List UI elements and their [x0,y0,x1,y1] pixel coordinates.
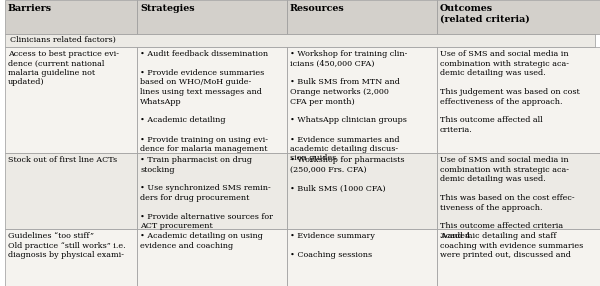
Text: Access to best practice evi-
dence (current national
malaria guideline not
updat: Access to best practice evi- dence (curr… [8,50,119,86]
Bar [437,0,600,34]
Bar [287,229,437,286]
Bar [287,0,437,34]
Text: Guidelines “too stiff”
Old practice “still works” i.e.
diagnosis by physical exa: Guidelines “too stiff” Old practice “sti… [8,232,125,259]
Bar [437,47,600,153]
Bar [287,47,437,153]
Text: • Workshop for training clin-
icians (450,000 CFA)

• Bulk SMS from MTN and
Oran: • Workshop for training clin- icians (45… [290,50,407,162]
Bar [287,153,437,229]
Bar [5,0,137,34]
Bar [437,153,600,229]
Text: • Evidence summary

• Coaching sessions: • Evidence summary • Coaching sessions [290,232,375,259]
Bar [137,229,287,286]
Bar [5,153,137,229]
Bar [5,229,137,286]
Bar [437,229,600,286]
Bar [5,47,137,153]
Text: Strategies: Strategies [140,4,194,13]
Text: Academic detailing and staff
coaching with evidence summaries
were printed out, : Academic detailing and staff coaching wi… [440,232,583,259]
Bar [137,153,287,229]
Text: • Workshop for pharmacists
(250,000 Frs. CFA)

• Bulk SMS (1000 CFA): • Workshop for pharmacists (250,000 Frs.… [290,156,404,192]
Text: Use of SMS and social media in
combination with strategic aca-
demic detailing w: Use of SMS and social media in combinati… [440,50,580,134]
Text: Outcomes
(related criteria): Outcomes (related criteria) [440,4,530,24]
Text: • Train pharmacist on drug
stocking

• Use synchronized SMS remin-
ders for drug: • Train pharmacist on drug stocking • Us… [140,156,273,231]
Text: Resources: Resources [290,4,345,13]
Text: • Audit feedback dissemination

• Provide evidence summaries
based on WHO/MoH gu: • Audit feedback dissemination • Provide… [140,50,268,153]
Text: Stock out of first line ACTs: Stock out of first line ACTs [8,156,117,164]
Text: Barriers: Barriers [8,4,52,13]
Bar [137,0,287,34]
Text: Use of SMS and social media in
combination with strategic aca-
demic detailing w: Use of SMS and social media in combinati… [440,156,575,240]
Bar [5,34,595,47]
Text: • Academic detailing on using
evidence and coaching: • Academic detailing on using evidence a… [140,232,263,249]
Bar [137,47,287,153]
Text: Clinicians related factors): Clinicians related factors) [10,36,116,44]
